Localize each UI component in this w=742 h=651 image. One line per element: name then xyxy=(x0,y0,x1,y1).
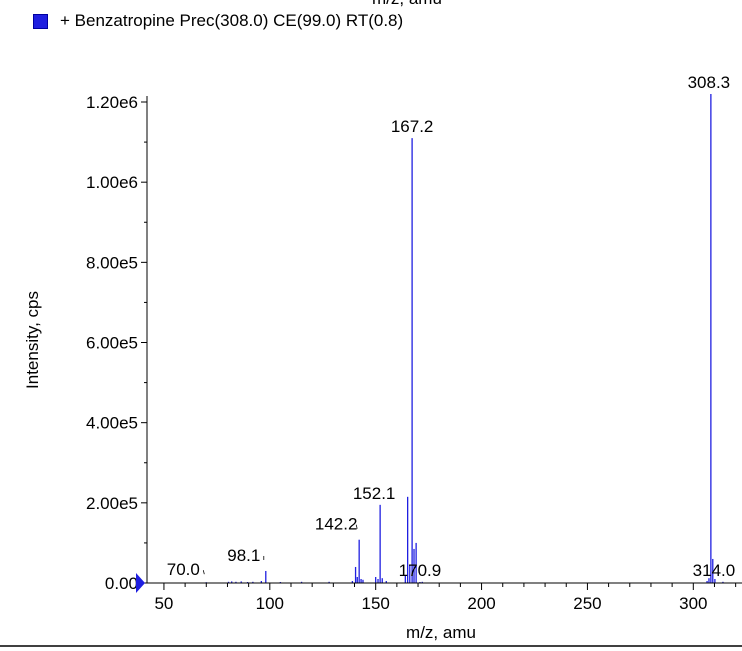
peak-label: 142.2 xyxy=(315,515,358,534)
y-axis-title: Intensity, cps xyxy=(23,291,42,389)
x-tick-label: 50 xyxy=(154,594,173,613)
x-axis-ticks: 50 100 150 200 250 300 xyxy=(154,583,737,613)
x-range-start-marker xyxy=(136,573,145,593)
cut-off-axis-label: m/z, amu xyxy=(372,0,442,9)
x-tick-label: 250 xyxy=(573,594,601,613)
peak-label-leader xyxy=(355,524,358,529)
y-tick-label: 1.00e6 xyxy=(86,173,138,192)
y-axis-ticks: 0.00 2.00e5 4.00e5 6.00e5 8.00e5 1.00e6 1.20e6 xyxy=(86,93,147,593)
peak-label: 314.0 xyxy=(693,561,736,580)
x-tick-label: 300 xyxy=(679,594,707,613)
peak-label: 98.1 xyxy=(227,546,260,565)
legend-label: + Benzatropine Prec(308.0) CE(99.0) RT(0… xyxy=(60,11,404,30)
y-tick-label: 8.00e5 xyxy=(86,253,138,272)
y-tick-label: 6.00e5 xyxy=(86,334,138,353)
peak-label: 70.0 xyxy=(167,560,200,579)
y-tick-label: 0.00 xyxy=(105,574,138,593)
peak-label: 167.2 xyxy=(391,117,434,136)
legend-swatch xyxy=(33,13,48,29)
spectrum-peaks xyxy=(205,93,724,583)
x-axis-title: m/z, amu xyxy=(406,623,476,642)
y-tick-label: 1.20e6 xyxy=(86,93,138,112)
peak-label: 170.9 xyxy=(399,561,442,580)
y-tick-label: 2.00e5 xyxy=(86,494,138,513)
x-tick-label: 100 xyxy=(256,594,284,613)
legend: + Benzatropine Prec(308.0) CE(99.0) RT(0… xyxy=(33,6,403,36)
peak-labels: 70.0 98.1 142.2 152.1 167.2 170.9 308.3 314.0 xyxy=(167,73,735,580)
peak-label: 308.3 xyxy=(688,73,731,92)
x-tick-label: 150 xyxy=(361,594,389,613)
y-tick-label: 4.00e5 xyxy=(86,414,138,433)
peak-label-leader xyxy=(202,570,205,575)
x-tick-label: 200 xyxy=(467,594,495,613)
peak-label: 152.1 xyxy=(353,484,396,503)
